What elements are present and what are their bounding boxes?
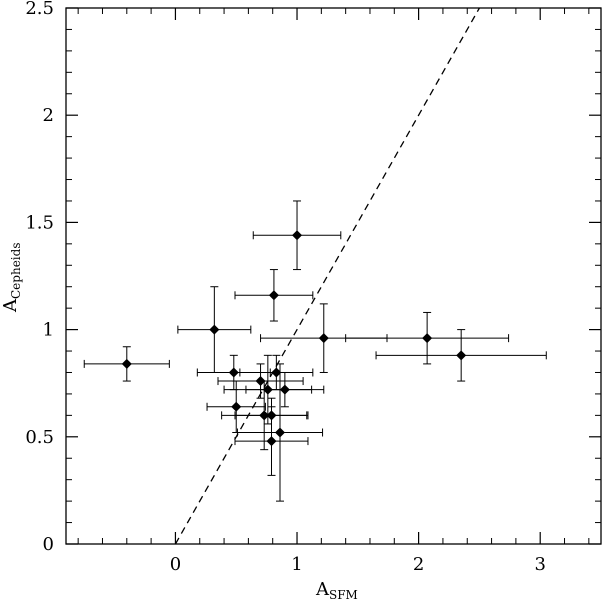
y-axis-title: ACepheids xyxy=(0,243,23,313)
data-point xyxy=(345,311,510,365)
data-point xyxy=(239,354,314,391)
data-point xyxy=(177,286,252,373)
data-point xyxy=(234,406,309,476)
y-tick-label: 1 xyxy=(43,320,54,341)
one-to-one-dashed-line xyxy=(174,7,480,545)
x-tick-label: 0 xyxy=(170,554,181,575)
x-axis-title: ASFM xyxy=(315,579,358,601)
diamond-marker xyxy=(231,401,242,412)
diamond-marker xyxy=(318,333,329,344)
data-point xyxy=(83,346,170,382)
ticks-layer: 0 1 2 3 0 0.5 1 1.5 2 2.5 xyxy=(25,0,601,575)
diamond-marker xyxy=(422,333,433,344)
data-point xyxy=(245,371,325,408)
diamond-marker xyxy=(271,367,282,378)
data-point xyxy=(206,380,266,434)
diamond-marker xyxy=(456,350,467,361)
data-point xyxy=(252,200,342,271)
x-tick-label: 2 xyxy=(413,554,424,575)
reference-line-layer xyxy=(174,7,480,545)
diamond-marker xyxy=(268,290,279,301)
diamond-marker xyxy=(292,230,303,241)
data-point xyxy=(236,363,324,502)
plot-frame xyxy=(65,7,602,545)
data-point xyxy=(375,329,547,382)
x-tick-label: 1 xyxy=(291,554,302,575)
diamond-marker xyxy=(121,358,132,369)
diamond-marker xyxy=(266,436,277,447)
diamond-marker xyxy=(279,384,290,395)
data-point xyxy=(234,269,314,322)
points-layer xyxy=(83,200,547,502)
diamond-marker xyxy=(275,427,285,438)
diamond-marker xyxy=(209,324,220,335)
x-tick-label: 3 xyxy=(534,554,545,575)
y-tick-label: 2.5 xyxy=(25,0,54,19)
y-tick-label: 1.5 xyxy=(25,212,54,233)
y-tick-label: 2 xyxy=(43,105,54,126)
diamond-marker xyxy=(228,367,239,378)
y-tick-label: 0.5 xyxy=(25,427,54,448)
y-tick-label: 0 xyxy=(43,534,54,555)
